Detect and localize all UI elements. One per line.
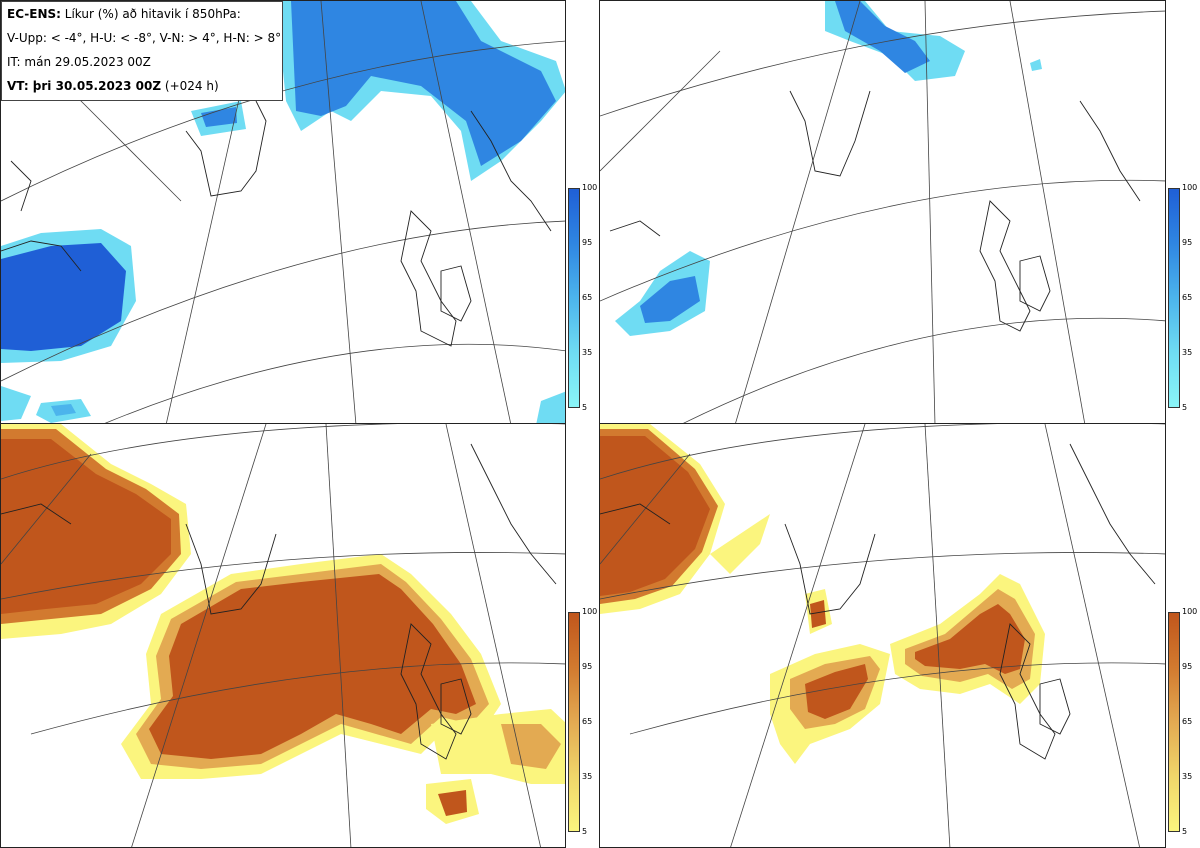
colorbar-tick: 95 [1182,662,1193,671]
map-panel-warm-8 [599,423,1166,848]
graticule [600,424,1165,847]
graticule [1,1,565,423]
probability-area [600,424,1045,764]
colorbar-gradient [568,188,580,408]
coastlines [600,443,1156,760]
colorbar-tick: 100 [1182,183,1198,192]
colorbar-tick: 100 [1182,607,1198,616]
coastlines [609,90,1141,332]
colorbar-tick: 65 [582,293,593,302]
map-panel-cold-4: EC-ENS: Líkur (%) að hitavik í 850hPa: V… [0,0,566,424]
colorbar-tick: 35 [582,772,593,781]
map-warm-4 [1,424,565,847]
colorbar-tick: 5 [582,403,588,412]
valid-offset-text: (+024 h) [164,79,219,93]
colorbar-cold-right: 100 95 65 35 5 [1168,184,1198,412]
probability-area [615,1,1042,336]
colorbar-tick: 65 [1182,293,1193,302]
colorbar-tick: 5 [1182,827,1188,836]
colorbar-tick: 100 [582,183,598,192]
graticule [1,424,565,847]
map-panel-cold-8 [599,0,1166,424]
colorbar-tick: 95 [582,662,593,671]
title-text: Líkur (%) að hitavik í 850hPa: [64,7,241,21]
colorbar-tick: 35 [1182,772,1193,781]
thresholds-text: V-Upp: < -4°, H-U: < -8°, V-N: > 4°, H-N… [7,31,282,45]
coastlines [1,100,552,347]
init-time-text: IT: mán 29.05.2023 00Z [7,55,151,69]
colorbar-gradient [1168,612,1180,832]
map-panel-warm-4 [0,423,566,848]
map-cold-4 [1,1,565,423]
colorbar-tick: 95 [1182,238,1193,247]
colorbar-tick: 35 [582,348,593,357]
colorbar-tick: 95 [582,238,593,247]
colorbar-gradient [568,612,580,832]
colorbar-tick: 65 [582,717,593,726]
colorbar-warm-left: 100 95 65 35 5 [568,608,598,836]
model-label: EC-ENS: [7,7,61,21]
probability-area [1,1,565,423]
colorbar-tick: 35 [1182,348,1193,357]
map-cold-8 [600,1,1165,423]
map-warm-8 [600,424,1165,847]
graticule [600,1,1165,423]
colorbar-tick: 100 [582,607,598,616]
colorbar-tick: 5 [582,827,588,836]
valid-time-text: VT: þri 30.05.2023 00Z [7,79,162,93]
colorbar-tick: 5 [1182,403,1188,412]
colorbar-warm-right: 100 95 65 35 5 [1168,608,1198,836]
colorbar-gradient [1168,188,1180,408]
probability-area [1,424,565,824]
info-box: EC-ENS: Líkur (%) að hitavik í 850hPa: V… [1,1,283,101]
coastlines [1,443,557,760]
colorbar-tick: 65 [1182,717,1193,726]
colorbar-cold-left: 100 95 65 35 5 [568,184,598,412]
